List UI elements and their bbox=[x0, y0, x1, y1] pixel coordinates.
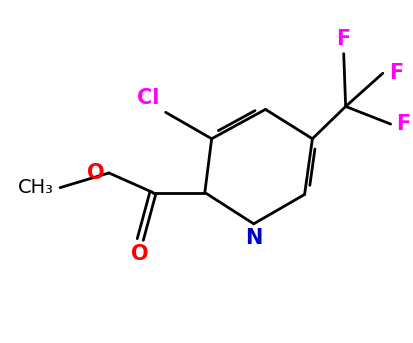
Text: N: N bbox=[245, 228, 262, 248]
Text: F: F bbox=[389, 63, 403, 83]
Text: CH₃: CH₃ bbox=[18, 178, 54, 197]
Text: F: F bbox=[337, 29, 351, 49]
Text: F: F bbox=[396, 114, 411, 134]
Text: O: O bbox=[88, 163, 105, 183]
Text: O: O bbox=[131, 244, 149, 264]
Text: Cl: Cl bbox=[138, 88, 160, 108]
